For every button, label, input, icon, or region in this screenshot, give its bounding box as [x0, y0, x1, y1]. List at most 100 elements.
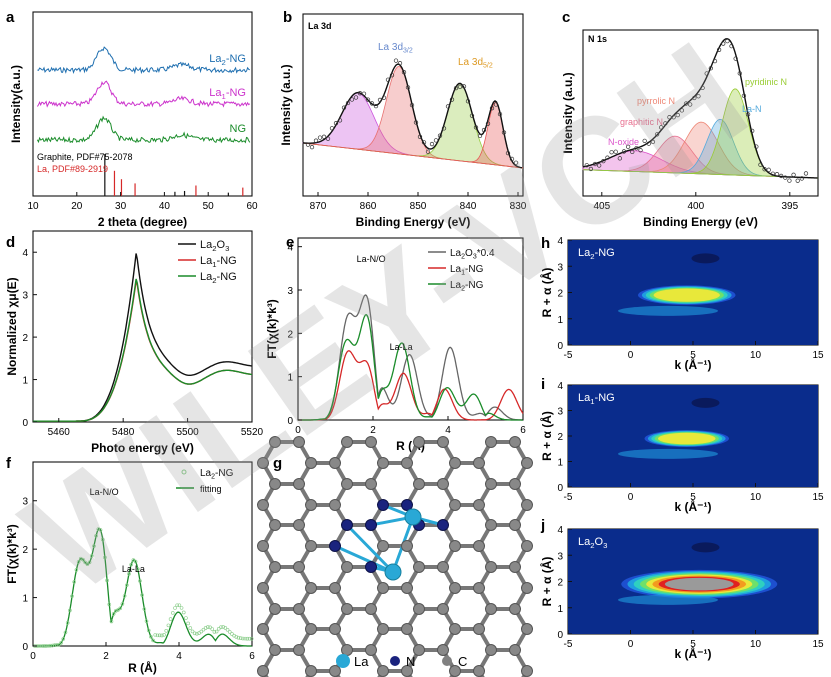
- c-atom: [473, 582, 485, 594]
- c-atom: [437, 644, 449, 656]
- data-point: [473, 125, 479, 130]
- data-point: [177, 603, 182, 608]
- n-atom: [365, 519, 377, 531]
- la-n-bond: [345, 523, 395, 574]
- data-point: [170, 611, 175, 615]
- panel-e-frame: [297, 237, 524, 421]
- c-atom: [257, 623, 269, 635]
- panel-a-frame: [32, 11, 253, 197]
- data-point: [650, 139, 656, 145]
- data-point: [659, 125, 664, 130]
- c-atom: [341, 644, 353, 656]
- component-label: graphitic N: [620, 117, 663, 127]
- panel-j-x-label: k (Å⁻¹): [675, 646, 712, 661]
- panel-h-x-label: k (Å⁻¹): [675, 357, 712, 372]
- panel-i-y-tick: 3: [557, 407, 563, 418]
- component-label: La-N: [742, 104, 762, 114]
- heatmap-title-j: La2O3: [578, 536, 607, 550]
- data-point: [497, 111, 503, 117]
- c-atom: [365, 644, 377, 656]
- data-point: [52, 643, 57, 648]
- data-point: [783, 175, 788, 180]
- panel-d-y-label: Normalized χμ(E): [5, 277, 19, 375]
- data-point: [144, 619, 149, 623]
- c-atom: [365, 436, 377, 448]
- panel-f-y-label: FT(χ(k)*k³): [5, 524, 19, 584]
- data-point: [186, 621, 190, 626]
- data-point: [803, 171, 809, 176]
- data-point: [87, 560, 92, 565]
- legend-label-La: La: [354, 654, 369, 669]
- data-point: [445, 104, 451, 109]
- panel-j-x-tick: 10: [750, 639, 762, 650]
- data-point: [142, 607, 147, 611]
- ref-label-la: La, PDF#89-2919: [37, 164, 108, 174]
- data-point: [48, 643, 52, 648]
- data-point: [799, 176, 804, 181]
- panel-h-x-tick: -5: [564, 350, 573, 361]
- la-atom: [404, 508, 422, 526]
- data-point: [584, 163, 589, 168]
- c-atom: [257, 457, 269, 469]
- data-point: [175, 603, 179, 608]
- data-point: [696, 94, 701, 99]
- c-atom: [305, 623, 317, 635]
- c-atom: [413, 478, 425, 490]
- legend-label-La2O3: La2O3: [200, 239, 229, 253]
- data-point: [140, 593, 144, 597]
- panel-h-x-tick: 10: [750, 350, 762, 361]
- data-point: [373, 104, 379, 109]
- n-atom: [401, 499, 413, 511]
- data-point: [369, 101, 375, 106]
- c-atom: [269, 519, 281, 531]
- panel-letter-b: b: [283, 9, 292, 26]
- c-atom: [437, 561, 449, 573]
- data-point: [122, 594, 127, 598]
- component-label: pyridinic N: [745, 77, 787, 87]
- panel-j-y-tick: 1: [557, 604, 563, 615]
- c-atom: [413, 603, 425, 615]
- data-point: [646, 141, 651, 146]
- data-point: [227, 630, 232, 634]
- c-atom: [257, 499, 269, 511]
- data-point: [109, 619, 114, 624]
- panel-letter-j: j: [540, 517, 545, 534]
- panel-letter-g: g: [273, 455, 282, 472]
- heatmap-title-i: La1-NG: [578, 392, 615, 406]
- c-atom: [305, 665, 317, 677]
- panel-c-y-label: Intensity (a.u.): [561, 72, 575, 153]
- c-atom: [509, 519, 521, 531]
- data-point: [317, 135, 323, 140]
- panel-d-x-tick: 5500: [176, 427, 199, 438]
- data-point: [245, 636, 250, 641]
- panel-i-y-label: R + α (Å): [539, 411, 554, 461]
- c-atom: [485, 644, 497, 656]
- panel-e-y-tick: 4: [287, 243, 293, 254]
- series-line-La1-NG: [298, 350, 524, 421]
- c-atom: [401, 457, 413, 469]
- panel-b-frame: [302, 13, 524, 197]
- panel-i-x-tick: -5: [564, 492, 573, 503]
- heatmap-contour: [691, 397, 720, 408]
- data-point: [712, 58, 718, 64]
- data-point: [754, 144, 759, 149]
- c-atom: [269, 436, 281, 448]
- panel-i-y-tick: 0: [557, 483, 563, 494]
- panel-letter-a: a: [6, 9, 15, 26]
- data-point: [465, 99, 471, 104]
- legend-marker-N: [390, 656, 400, 666]
- panel-c-x-tick: 405: [593, 201, 610, 212]
- n-atom: [341, 519, 353, 531]
- panel-c-x-tick: 400: [687, 201, 704, 212]
- data-point: [791, 172, 796, 177]
- panel-a-y-label: Intensity(a.u.): [9, 65, 23, 143]
- panel-b-x-label: Binding Energy (eV): [356, 215, 471, 229]
- data-point: [357, 91, 363, 96]
- c-atom: [341, 603, 353, 615]
- panel-i-x-tick: 5: [690, 492, 696, 503]
- panel-letter-f: f: [6, 455, 12, 472]
- panel-f-x-label: R (Å): [128, 660, 157, 675]
- legend-label-N: N: [406, 654, 415, 669]
- data-point: [613, 149, 618, 154]
- panel-h-y-label: R + α (Å): [539, 268, 554, 318]
